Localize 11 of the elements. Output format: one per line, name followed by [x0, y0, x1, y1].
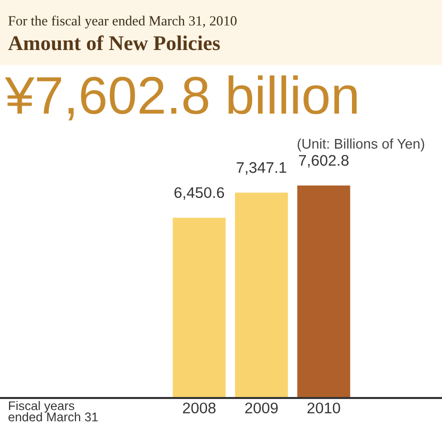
text: ¥7,602.8 billion: [4, 75, 357, 120]
x-tick-label: 2010: [307, 402, 340, 414]
x-tick-label: 2009: [245, 402, 278, 414]
x-tick-label: 2008: [182, 402, 216, 414]
chart-subtitle: For the fiscal year ended March 31, 2010: [8, 16, 237, 28]
data-label: 7,602.8: [299, 154, 349, 168]
text: Fiscal years ended March 31: [8, 401, 98, 422]
data-label: 6,450.6: [174, 187, 224, 200]
text: (Unit: Billions of Yen): [298, 138, 424, 152]
data-label: 7,347.1: [236, 162, 286, 175]
chart-title: Amount of New Policies: [8, 35, 220, 50]
